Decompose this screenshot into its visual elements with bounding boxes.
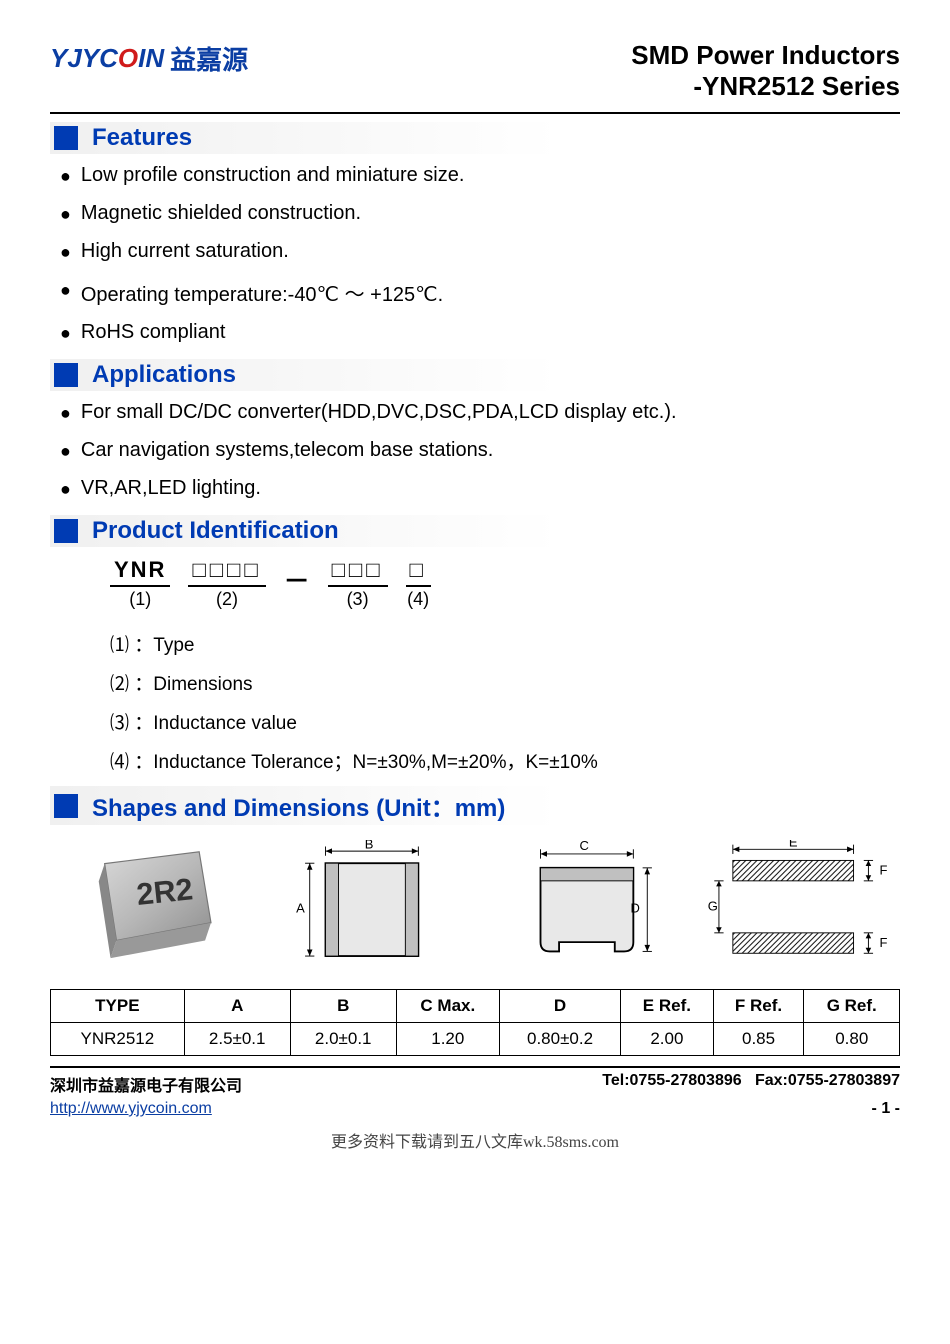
svg-text:B: B: [365, 840, 374, 851]
table-header: G Ref.: [804, 990, 900, 1023]
table-header: TYPE: [51, 990, 185, 1023]
legend-item: ⑴ ：Type: [110, 630, 900, 657]
footer-contact: Tel:0755-27803896 Fax:0755-27803897: [602, 1072, 900, 1096]
logo-latin: YJYCOIN: [50, 43, 164, 74]
list-item: RoHS compliant: [60, 321, 900, 345]
table-header: A: [184, 990, 290, 1023]
page-number: - 1 -: [872, 1100, 900, 1118]
footer-row-1: 深圳市益嘉源电子有限公司 Tel:0755-27803896 Fax:0755-…: [50, 1072, 900, 1096]
section-header-features: Features: [50, 122, 900, 154]
table-cell: 1.20: [396, 1023, 499, 1056]
table-cell: 0.80±0.2: [499, 1023, 620, 1056]
svg-text:C: C: [580, 840, 589, 853]
list-item: Operating temperature:-40℃ ～ +125℃.: [60, 278, 900, 307]
diagram-top-view: B A: [266, 840, 470, 970]
square-bullet-icon: [54, 519, 78, 543]
section-title: Applications: [92, 361, 236, 389]
pid-group-1: YNR (1): [110, 557, 170, 610]
logo: YJYCOIN 益嘉源: [50, 40, 248, 77]
table-row: YNR2512 2.5±0.1 2.0±0.1 1.20 0.80±0.2 2.…: [51, 1023, 900, 1056]
list-item: Car navigation systems,telecom base stat…: [60, 439, 900, 463]
footer-row-2: http://www.yjycoin.com - 1 -: [50, 1100, 900, 1118]
table-header: E Ref.: [621, 990, 713, 1023]
svg-text:A: A: [296, 900, 305, 915]
table-cell: 2.0±0.1: [290, 1023, 396, 1056]
legend-item: ⑵ ：Dimensions: [110, 669, 900, 696]
table-header: F Ref.: [713, 990, 804, 1023]
list-item: High current saturation.: [60, 240, 900, 264]
pid-dash: －: [284, 561, 310, 598]
table-cell: YNR2512: [51, 1023, 185, 1056]
table-header: C Max.: [396, 990, 499, 1023]
list-item: Magnetic shielded construction.: [60, 202, 900, 226]
svg-text:G: G: [708, 899, 718, 914]
pid-group-3: □□□ (3): [328, 557, 388, 610]
square-bullet-icon: [54, 794, 78, 818]
table-header: D: [499, 990, 620, 1023]
svg-text:F: F: [880, 935, 888, 950]
diagram-footprint: E F F G: [697, 840, 901, 970]
table-header: B: [290, 990, 396, 1023]
section-title: Shapes and Dimensions (Unit：mm): [92, 788, 505, 823]
legend-item: ⑶ ：Inductance value: [110, 708, 900, 735]
diagram-side-view: C D: [481, 840, 685, 970]
section-title: Features: [92, 124, 192, 152]
table-cell: 2.00: [621, 1023, 713, 1056]
svg-text:D: D: [631, 900, 640, 915]
section-header-applications: Applications: [50, 359, 900, 391]
table-header-row: TYPE A B C Max. D E Ref. F Ref. G Ref.: [51, 990, 900, 1023]
section-header-product-id: Product Identification: [50, 515, 900, 547]
footer-divider: [50, 1066, 900, 1068]
applications-list: For small DC/DC converter(HDD,DVC,DSC,PD…: [50, 401, 900, 501]
list-item: VR,AR,LED lighting.: [60, 477, 900, 501]
dimension-diagrams: 2R2 B A C: [50, 835, 900, 975]
logo-cn: 益嘉源: [170, 40, 248, 77]
title-line-2: -YNR2512 Series: [631, 71, 900, 102]
dimensions-table: TYPE A B C Max. D E Ref. F Ref. G Ref. Y…: [50, 989, 900, 1056]
svg-text:2R2: 2R2: [135, 871, 195, 912]
list-item: For small DC/DC converter(HDD,DVC,DSC,PD…: [60, 401, 900, 425]
legend-item: ⑷ ：Inductance Tolerance；N=±30%,M=±20%，K=…: [110, 747, 900, 774]
header-divider: [50, 112, 900, 114]
title-line-1: SMD Power Inductors: [631, 40, 900, 71]
square-bullet-icon: [54, 363, 78, 387]
bottom-note: 更多资料下载请到五八文库wk.58sms.com: [50, 1128, 900, 1152]
features-list: Low profile construction and miniature s…: [50, 164, 900, 345]
pid-group-4: □ (4): [406, 557, 431, 610]
section-header-shapes: Shapes and Dimensions (Unit：mm): [50, 786, 900, 825]
table-cell: 0.85: [713, 1023, 804, 1056]
svg-text:F: F: [880, 862, 888, 877]
list-item: Low profile construction and miniature s…: [60, 164, 900, 188]
table-cell: 0.80: [804, 1023, 900, 1056]
footer-company: 深圳市益嘉源电子有限公司: [50, 1072, 242, 1096]
product-id-code: YNR (1) □□□□ (2) － □□□ (3) □ (4): [110, 557, 900, 610]
product-id-legend: ⑴ ：Type ⑵ ：Dimensions ⑶ ：Inductance valu…: [110, 630, 900, 774]
section-title: Product Identification: [92, 517, 339, 545]
table-cell: 2.5±0.1: [184, 1023, 290, 1056]
product-photo: 2R2: [50, 840, 254, 970]
square-bullet-icon: [54, 126, 78, 150]
footer-url[interactable]: http://www.yjycoin.com: [50, 1100, 212, 1118]
svg-text:E: E: [789, 840, 798, 849]
page-title: SMD Power Inductors -YNR2512 Series: [631, 40, 900, 102]
pid-group-2: □□□□ (2): [188, 557, 265, 610]
